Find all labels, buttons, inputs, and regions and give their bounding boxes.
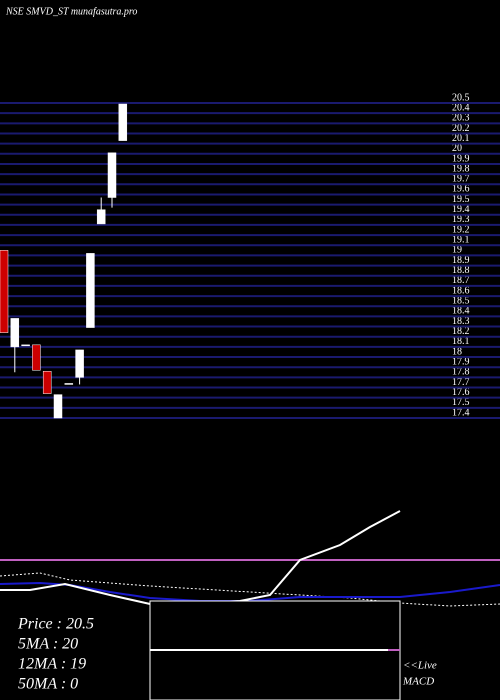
candle-body <box>118 103 128 141</box>
y-tick-label: 17.6 <box>452 387 470 398</box>
candle-body <box>10 318 20 348</box>
y-tick-label: 17.4 <box>452 407 470 418</box>
y-tick-label: 17.8 <box>452 367 470 378</box>
chart-title: NSE SMVD_ST munafasutra.pro <box>5 6 137 17</box>
y-tick-label: 18.9 <box>452 255 470 266</box>
y-tick-label: 17.9 <box>452 356 470 367</box>
y-tick-label: 18.1 <box>452 336 470 347</box>
candle-body <box>64 383 74 385</box>
y-tick-label: 19.2 <box>452 224 470 235</box>
macd-label: MACD <box>402 676 434 688</box>
y-tick-label: 19.3 <box>452 214 470 225</box>
candle-body <box>42 371 52 394</box>
y-tick-label: 17.5 <box>452 397 470 408</box>
dotted-line <box>0 572 500 607</box>
y-tick-label: 20.3 <box>452 113 470 124</box>
candle-body <box>21 344 30 347</box>
candle-body <box>75 349 84 378</box>
candles <box>0 103 128 419</box>
y-tick-label: 19.6 <box>452 184 470 195</box>
y-tick-label: 19.1 <box>452 235 470 246</box>
y-tick-label: 17.7 <box>452 377 470 388</box>
y-tick-label: 18.8 <box>452 265 470 276</box>
y-tick-label: 18 <box>452 346 462 357</box>
y-tick-label: 20.5 <box>452 92 470 103</box>
y-tick-label: 19.9 <box>452 153 470 164</box>
y-tick-label: 20.4 <box>452 102 470 113</box>
y-tick-label: 19 <box>452 245 462 256</box>
y-tick-label: 18.2 <box>452 326 470 337</box>
y-tick-label: 18.7 <box>452 275 470 286</box>
y-tick-label: 20.2 <box>452 123 470 134</box>
y-tick-label: 19.7 <box>452 174 470 185</box>
ma5-info: 5MA : 20 <box>18 636 78 653</box>
y-tick-label: 19.8 <box>452 163 470 174</box>
y-tick-label: 20 <box>452 143 462 154</box>
candle-body <box>107 152 117 198</box>
y-tick-label: 18.6 <box>452 285 470 296</box>
ma12-info: 12MA : 19 <box>18 656 86 673</box>
live-label: <<Live <box>403 660 437 672</box>
y-tick-label: 18.5 <box>452 296 470 307</box>
candle-body <box>86 253 95 328</box>
y-tick-label: 20.1 <box>452 133 470 144</box>
ma50-info: 50MA : 0 <box>18 676 78 693</box>
candle-body <box>53 394 63 419</box>
candle-body <box>32 344 41 371</box>
y-tick-label: 18.4 <box>452 306 470 317</box>
y-tick-label: 19.4 <box>452 204 470 215</box>
price-info: Price : 20.5 <box>17 616 94 633</box>
candle-body <box>96 209 106 225</box>
y-tick-label: 18.3 <box>452 316 470 327</box>
candle-body <box>0 250 9 333</box>
y-tick-label: 19.5 <box>452 194 470 205</box>
